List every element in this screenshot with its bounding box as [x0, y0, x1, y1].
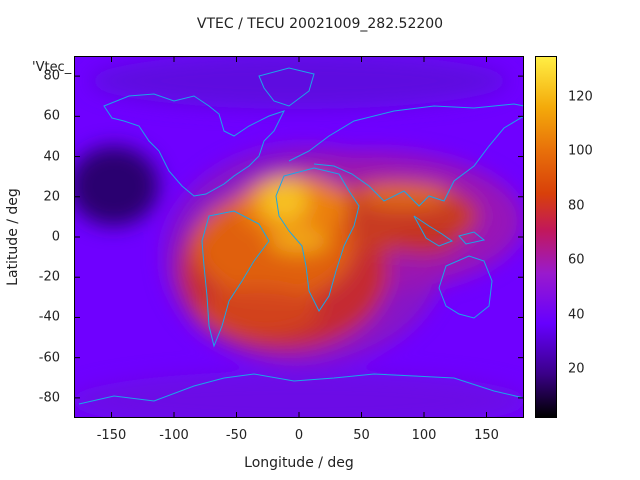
y-tick-label: -40	[38, 309, 60, 325]
coast-greenland	[258, 67, 315, 107]
coast-africa	[275, 167, 360, 312]
y-tick-marks	[74, 75, 524, 399]
x-tick-label: -150	[96, 428, 127, 443]
y-tick-label: 0	[51, 229, 60, 245]
y-tick-label: 80	[43, 68, 60, 84]
y-tick-label: 20	[43, 189, 60, 205]
coast-south-america	[201, 210, 270, 348]
colorbar-tick-label: 20	[568, 361, 585, 377]
x-axis-label: Longitude / deg	[244, 455, 354, 471]
colorbar-tick-label: 60	[568, 252, 585, 268]
x-tick-label: -100	[159, 428, 189, 443]
heatmap-plot	[74, 56, 524, 418]
y-tick-label: -80	[38, 390, 60, 406]
coast-north-america	[103, 93, 285, 197]
coast-antarctica	[78, 373, 524, 405]
chart-title: VTEC / TECU 20021009_282.52200	[196, 16, 444, 32]
colorbar-tick-label: 80	[568, 198, 585, 214]
vtec-field	[74, 56, 524, 418]
x-tick-label: -50	[225, 428, 248, 443]
coastlines	[78, 67, 524, 405]
y-tick-label: -20	[38, 269, 60, 285]
x-tick-label: 50	[353, 428, 370, 443]
colorbar	[535, 56, 557, 418]
colorbar-tick-label: 120	[568, 89, 593, 105]
coast-eurasia	[288, 103, 524, 207]
y-tick-label: 60	[43, 108, 60, 124]
x-tick-label: 100	[411, 428, 437, 443]
key-title: 'Vtec_	[32, 60, 72, 75]
colorbar-tick-label: 40	[568, 307, 585, 323]
coast-southeast-asia	[413, 215, 486, 247]
x-tick-label: 150	[474, 428, 499, 443]
y-axis-label: Latitude / deg	[5, 188, 21, 286]
x-tick-marks	[111, 56, 487, 418]
coast-australia	[438, 255, 493, 319]
y-tick-label: -60	[38, 350, 60, 366]
colorbar-tick-label: 100	[568, 143, 593, 159]
x-tick-label: 0	[294, 428, 304, 443]
y-tick-label: 40	[43, 149, 60, 165]
